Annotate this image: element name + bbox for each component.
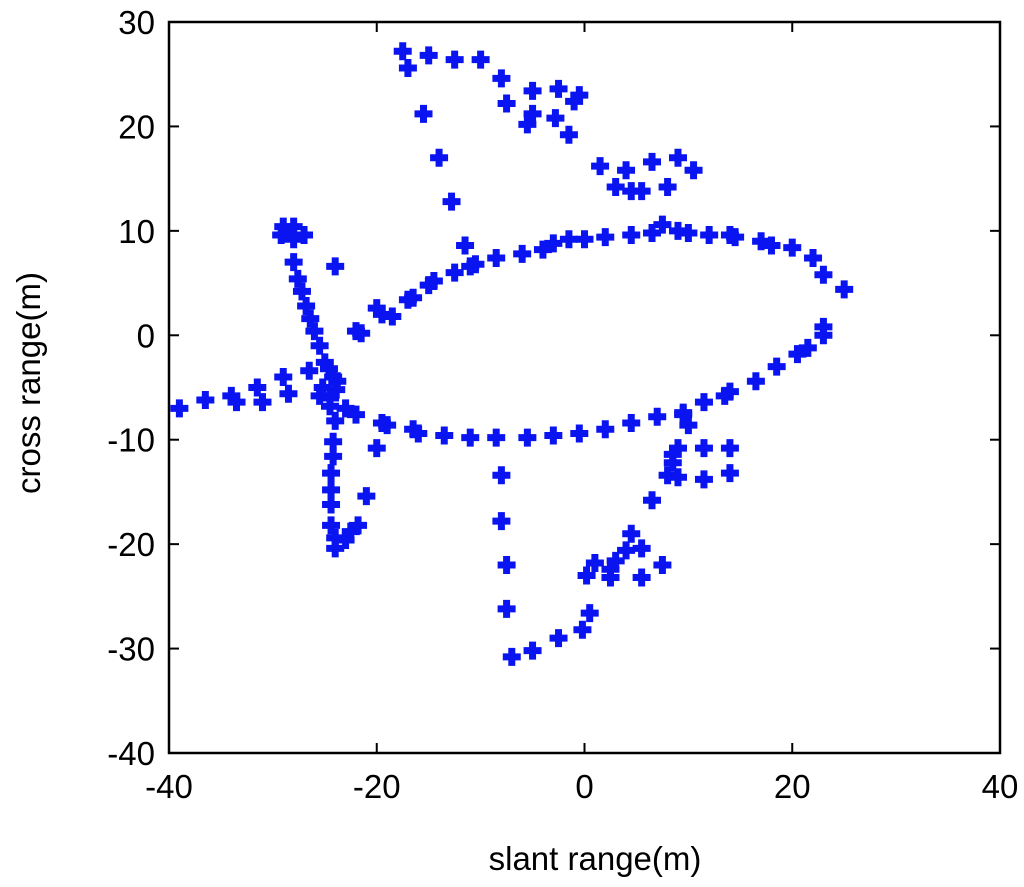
y-tick-label: 30	[118, 4, 155, 41]
x-tick-label: 40	[982, 768, 1019, 805]
x-tick-label: 20	[774, 768, 811, 805]
y-tick-labels: -40 -30 -20 -10 0 10 20 30	[107, 4, 155, 772]
y-tick-label: 0	[137, 317, 155, 354]
plot-area	[169, 22, 1000, 753]
y-tick-label: 20	[118, 108, 155, 145]
x-tick-label: -20	[353, 768, 401, 805]
x-axis-label: slant range(m)	[489, 840, 702, 877]
x-tick-label: 0	[575, 768, 593, 805]
y-axis-label: cross range(m)	[10, 272, 47, 494]
y-tick-label: 10	[118, 213, 155, 250]
y-tick-label: -10	[107, 422, 155, 459]
y-tick-label: -30	[107, 631, 155, 668]
x-tick-label: -40	[145, 768, 193, 805]
y-tick-label: -40	[107, 735, 155, 772]
x-tick-labels: -40 -20 0 20 40	[145, 768, 1018, 805]
y-tick-label: -20	[107, 526, 155, 563]
